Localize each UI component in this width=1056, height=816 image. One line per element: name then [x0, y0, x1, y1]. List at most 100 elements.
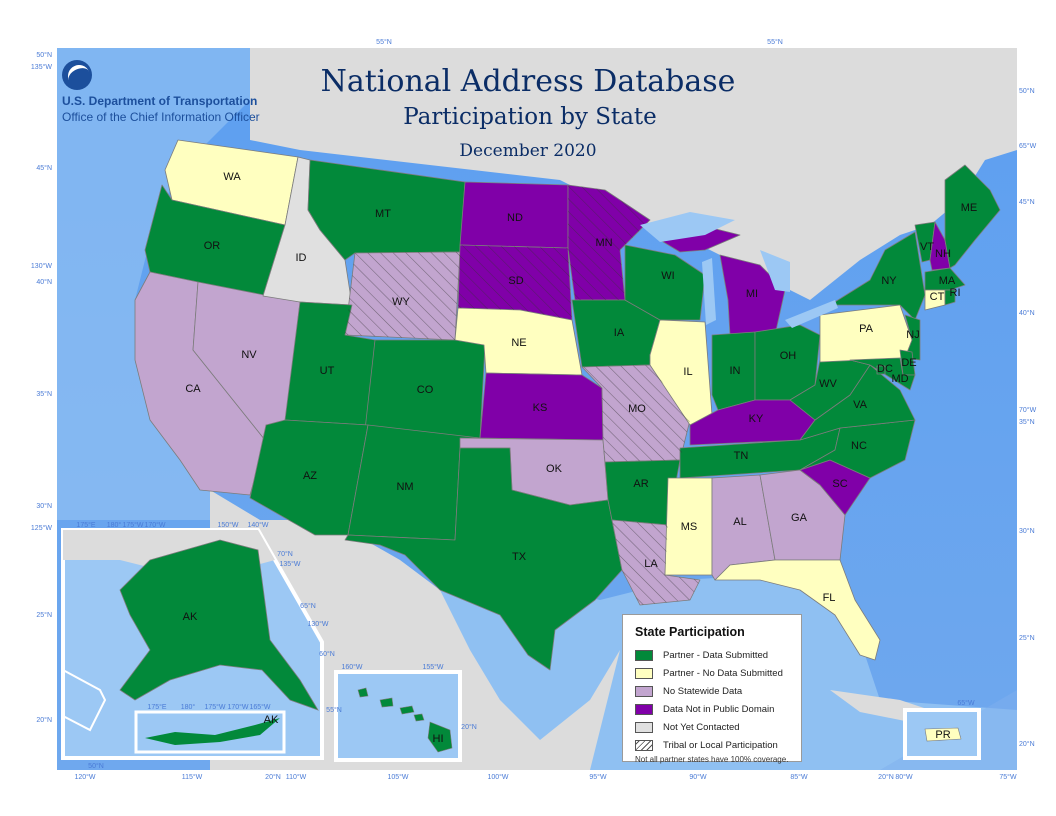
label-WY: WY: [392, 296, 410, 308]
legend-item: Tribal or Local Participation: [635, 736, 801, 754]
grat-left-4: 40°N: [36, 278, 52, 286]
grat-left-7: 125°W: [31, 524, 52, 532]
label-AK-aleutians: AK: [264, 714, 279, 726]
label-NM: NM: [396, 481, 413, 493]
label-DC: DC: [877, 363, 893, 375]
label-PA: PA: [859, 323, 874, 335]
label-MD: MD: [891, 373, 908, 385]
legend-label: Data Not in Public Domain: [663, 703, 775, 715]
legend-swatch: [635, 721, 653, 733]
lake-superior: [640, 212, 735, 242]
legend-item: Not Yet Contacted: [635, 718, 801, 736]
label-LA: LA: [644, 558, 658, 570]
label-ID: ID: [296, 252, 307, 264]
state-CO: [364, 339, 486, 439]
agency-block: U.S. Department of Transportation Office…: [62, 60, 302, 124]
grat-right-6: 30°N: [1019, 527, 1035, 535]
grat-left-1: 135°W: [31, 63, 52, 71]
label-NV: NV: [241, 349, 257, 361]
label-NE: NE: [511, 337, 526, 349]
alaska-inset: AK AK: [61, 528, 324, 760]
grat-left-8: 25°N: [36, 611, 52, 619]
agency-name: U.S. Department of Transportation: [62, 94, 258, 108]
label-NJ: NJ: [906, 329, 919, 341]
label-CT: CT: [930, 291, 945, 303]
label-UT: UT: [320, 365, 335, 377]
label-MT: MT: [375, 208, 391, 220]
map: WA OR CA NV ID MT WY UT CO AZ NM ND SD N…: [57, 48, 1017, 770]
state-RI: [944, 289, 956, 306]
legend-label: Partner - Data Submitted: [663, 649, 769, 661]
grat-top-0: 55°N: [376, 38, 392, 46]
legend-label: Tribal or Local Participation: [663, 739, 778, 751]
state-NY: [829, 231, 926, 321]
lake-michigan: [702, 258, 716, 325]
legend-label: Partner - No Data Submitted: [663, 667, 783, 679]
state-FL: [714, 559, 881, 661]
grat-bottom-5: 100°W: [487, 773, 508, 781]
legend-title: State Participation: [635, 625, 745, 639]
grat-left-3: 130°W: [31, 262, 52, 270]
grat-bottom-2: 20°N: [265, 773, 281, 781]
label-NC: NC: [851, 440, 867, 452]
label-IN: IN: [730, 365, 741, 377]
label-CO: CO: [417, 384, 434, 396]
label-IA: IA: [614, 327, 625, 339]
grat-right-4: 70°W: [1019, 406, 1037, 414]
grat-bottom-1: 115°W: [182, 773, 203, 781]
tribal-SD: [458, 245, 572, 320]
puerto-rico-inset: PR: [903, 708, 981, 760]
canada: [250, 48, 1017, 300]
grat-right-0: 50°N: [1019, 87, 1035, 95]
state-AK: [119, 539, 319, 711]
label-AR: AR: [633, 478, 648, 490]
legend-label: Not Yet Contacted: [663, 721, 740, 733]
dot-logo-icon: [62, 60, 92, 90]
legend-note: Not all partner states have 100% coverag…: [635, 755, 789, 764]
label-TN: TN: [734, 450, 749, 462]
label-MO: MO: [628, 403, 646, 415]
label-VA: VA: [853, 399, 868, 411]
state-HI: [357, 687, 453, 753]
legend-item: Data Not in Public Domain: [635, 700, 801, 718]
state-PR: [924, 727, 962, 742]
label-OR: OR: [204, 240, 221, 252]
tribal-LA: [612, 520, 700, 605]
label-MS: MS: [681, 521, 698, 533]
grat-left-9: 20°N: [36, 716, 52, 724]
label-GA: GA: [791, 512, 808, 524]
grat-bottom-11: 75°W: [999, 773, 1017, 781]
state-ME: [944, 164, 1001, 269]
state-NC: [799, 419, 916, 479]
label-AZ: AZ: [303, 470, 317, 482]
label-AK: AK: [183, 611, 198, 623]
label-VT: VT: [920, 241, 934, 253]
grat-bottom-3: 110°W: [286, 773, 307, 781]
legend-item: No Statewide Data: [635, 682, 801, 700]
lake-erie: [785, 300, 838, 328]
label-FL: FL: [823, 592, 836, 604]
agency-office: Office of the Chief Information Officer: [62, 110, 260, 124]
legend-item: Partner - Data Submitted: [635, 646, 801, 664]
legend-swatch: [635, 739, 653, 751]
label-SC: SC: [832, 478, 847, 490]
label-WA: WA: [223, 171, 241, 183]
tribal-MN: [568, 185, 650, 300]
legend-swatch: [635, 703, 653, 715]
legend-label: No Statewide Data: [663, 685, 743, 697]
grat-bottom-6: 95°W: [589, 773, 607, 781]
state-TX: [344, 447, 623, 671]
grat-left-0: 50°N: [36, 51, 52, 59]
legend-swatch: [635, 685, 653, 697]
grat-bottom-9: 20°N: [878, 773, 894, 781]
label-OK: OK: [546, 463, 563, 475]
map-frame: WA OR CA NV ID MT WY UT CO AZ NM ND SD N…: [57, 48, 1017, 770]
label-KY: KY: [749, 413, 764, 425]
legend-item: Partner - No Data Submitted: [635, 664, 801, 682]
label-NH: NH: [935, 248, 951, 260]
state-MD: [849, 357, 916, 391]
grat-right-2: 45°N: [1019, 198, 1035, 206]
label-MN: MN: [595, 237, 612, 249]
grat-bottom-4: 105°W: [387, 773, 408, 781]
grat-right-7: 25°N: [1019, 634, 1035, 642]
